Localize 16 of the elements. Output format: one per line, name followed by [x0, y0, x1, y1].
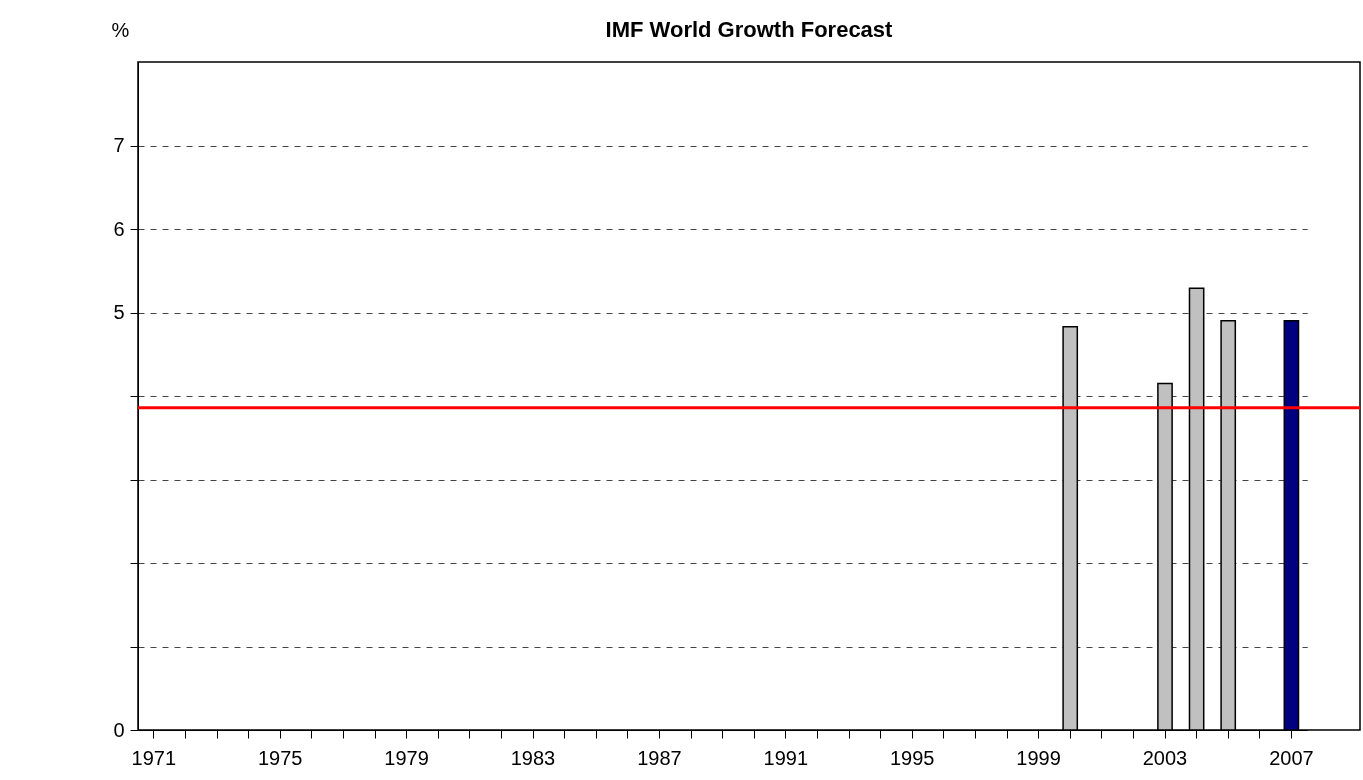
- y-tick-label: 5: [113, 301, 125, 323]
- chart-title: IMF World Growth Forecast: [605, 17, 894, 42]
- x-tick-label: 2007: [1269, 746, 1314, 769]
- x-tick-label: 1979: [384, 746, 429, 769]
- y-tick-label: 6: [113, 217, 125, 240]
- y-tick-label: 7: [113, 134, 125, 156]
- y-tick-label: 0: [113, 718, 125, 741]
- x-tick-label: 2003: [1142, 746, 1188, 769]
- x-tick-label: 1971: [131, 746, 177, 769]
- x-tick-label: 1995: [889, 746, 935, 769]
- x-tick-label: 1975: [257, 746, 303, 769]
- y-axis-title: %: [111, 18, 130, 41]
- x-tick-label: 1999: [1016, 746, 1061, 769]
- x-tick-label: 1987: [637, 746, 682, 769]
- x-tick-label: 1991: [763, 746, 809, 769]
- x-tick-label: 1983: [510, 746, 556, 769]
